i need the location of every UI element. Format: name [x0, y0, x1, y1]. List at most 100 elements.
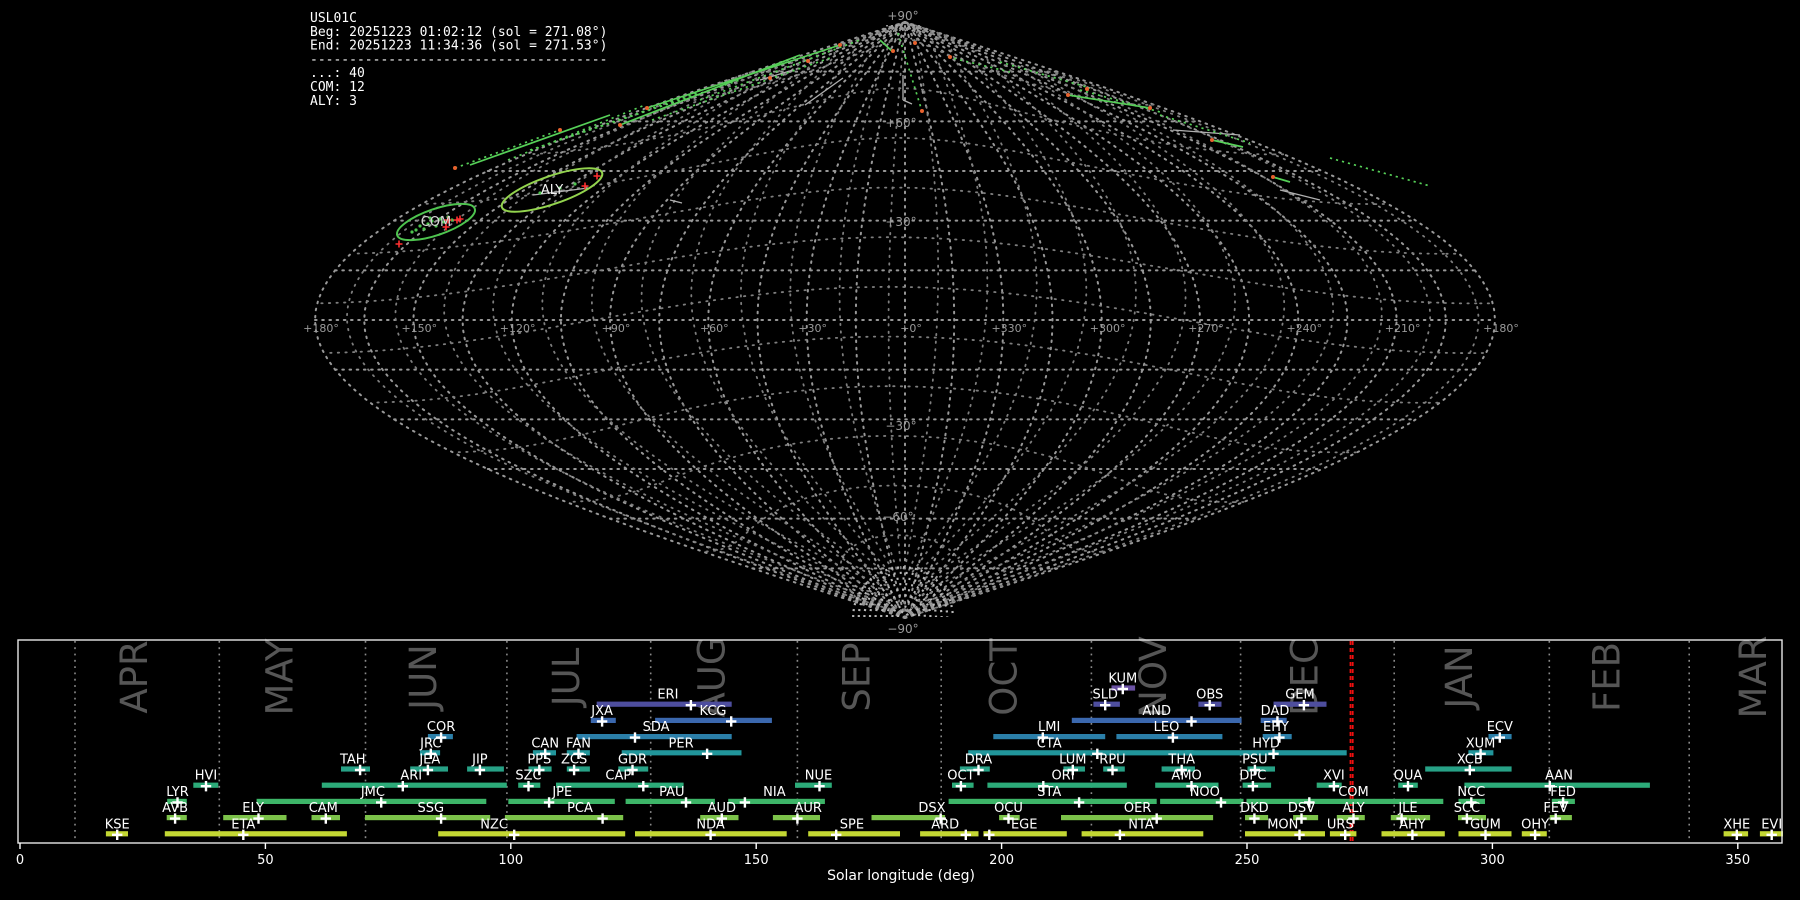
trail-end-dot — [645, 106, 649, 110]
shower-code-label: NCC — [1457, 785, 1485, 800]
month-label: JUN — [402, 644, 445, 712]
latitude-label: −60° — [882, 510, 913, 524]
shower-peak-marker — [1544, 781, 1555, 792]
shower-peak-marker — [1067, 764, 1078, 776]
latitude-label: +60° — [885, 116, 916, 130]
shower-bar-pca — [504, 815, 624, 821]
sporadic-track — [669, 199, 683, 204]
meteor-trail — [651, 57, 831, 121]
shower-peak-marker — [792, 813, 803, 824]
shower-bar-ard — [920, 831, 979, 837]
shower-peak-marker — [1037, 732, 1048, 743]
longitude-label: +60° — [700, 322, 729, 335]
shower-code-label: FEV — [1543, 801, 1568, 816]
shower-peak-marker — [354, 764, 366, 776]
shower-peak-marker — [1407, 829, 1418, 840]
shower-code-label: ARD — [931, 817, 959, 832]
x-axis-tick-label: 0 — [16, 853, 24, 868]
grid-overlay-line — [914, 49, 1088, 576]
shower-code-label: SPE — [840, 817, 864, 832]
trail-end-dot — [453, 166, 457, 170]
shower-bar-ssg — [365, 815, 491, 821]
radiant-plus-red — [395, 240, 403, 248]
trail-end-dot — [806, 59, 810, 63]
shower-code-label: AMO — [1171, 769, 1201, 784]
trail-end-dot — [1210, 138, 1214, 142]
shower-code-label: NUE — [805, 769, 832, 784]
longitude-label: +210° — [1385, 322, 1421, 335]
shower-code-label: TAH — [339, 753, 366, 768]
shower-code-label: PPS — [527, 753, 551, 768]
trail-end-dot — [948, 55, 952, 59]
shower-peak-marker — [831, 829, 842, 840]
shower-code-label: SZC — [515, 769, 541, 784]
shower-code-label: XUM — [1466, 736, 1496, 751]
grid-meridian — [904, 21, 956, 619]
shower-code-label: AAN — [1545, 769, 1573, 784]
shower-peak-marker — [1328, 781, 1340, 792]
shower-peak-marker — [435, 813, 447, 824]
radiant-dot — [426, 222, 430, 226]
north-apex-arc — [891, 24, 915, 37]
meteor-trail — [1067, 94, 1151, 109]
shower-peak-marker — [680, 797, 692, 808]
shower-bar-oer — [1061, 815, 1214, 821]
sky-map: +90° +60° +30° −30° −60° −90° +180° +150° +120° +… — [303, 9, 1519, 636]
shower-code-label: URS — [1327, 817, 1354, 832]
grid-overlay-line — [319, 236, 1490, 305]
shower-bar-mon — [1245, 831, 1325, 837]
radiant-dot — [434, 224, 438, 228]
longitude-label: +330° — [991, 322, 1027, 335]
south-apex-arc — [852, 566, 954, 618]
grid-overlay-line — [839, 534, 962, 603]
longitude-label: +150° — [401, 322, 437, 335]
shower-peak-marker — [1731, 829, 1742, 840]
month-label: FEB — [1586, 642, 1629, 712]
shower-code-label: AUR — [794, 801, 821, 816]
grid-overlay-line — [902, 70, 1480, 616]
shower-peak-marker — [1466, 797, 1477, 808]
shower-bar-noo — [1160, 798, 1244, 804]
shower-code-label: SCC — [1454, 801, 1480, 816]
trail-end-dot — [913, 41, 917, 45]
shower-peak-marker — [1038, 781, 1049, 792]
shower-code-label: ERI — [657, 688, 678, 703]
shower-code-label: DRA — [965, 753, 993, 768]
shower-code-label: FED — [1550, 785, 1576, 800]
shower-bar-nia — [728, 798, 825, 804]
shower-code-label: COR — [427, 720, 455, 735]
shower-peak-marker — [1215, 797, 1227, 808]
x-axis-tick-label: 350 — [1725, 853, 1750, 868]
grid-meridian — [707, 21, 906, 619]
shower-peak-marker — [1249, 813, 1260, 824]
header-line: ALY: 3 — [310, 94, 357, 109]
grid-meridian — [904, 21, 1054, 619]
shower-code-label: OCU — [994, 801, 1023, 816]
shower-peak-marker — [573, 748, 584, 759]
sporadic-track — [902, 99, 913, 105]
shower-bar-sda — [576, 734, 732, 740]
shower-code-label: SSG — [418, 801, 445, 816]
shower-peak-marker — [596, 716, 608, 727]
shower-bar-jle — [1390, 815, 1431, 821]
shower-peak-marker — [1464, 764, 1475, 776]
grid-meridian — [904, 21, 1202, 619]
trail-end-dot — [558, 128, 562, 132]
grid-overlay-line — [528, 87, 1285, 156]
meteor-trail — [646, 44, 841, 109]
shower-code-label: EHY — [1263, 720, 1289, 735]
shower-code-label: CAM — [309, 801, 338, 816]
shower-code-label: GEM — [1285, 688, 1315, 703]
shower-code-label: CAN — [531, 736, 559, 751]
grid-meridian — [904, 21, 1300, 619]
shower-code-label: DSX — [918, 801, 945, 816]
south-apex-arc — [885, 599, 921, 618]
header-line: ...: 40 — [310, 66, 365, 81]
x-axis-tick-label: 200 — [989, 853, 1014, 868]
shower-peak-marker — [960, 829, 971, 840]
shower-peak-marker — [638, 781, 649, 792]
month-label: MAY — [258, 638, 301, 715]
longitude-label: +240° — [1286, 322, 1322, 335]
shower-bar-dsx — [871, 815, 946, 821]
trail-end-dot — [768, 76, 772, 80]
